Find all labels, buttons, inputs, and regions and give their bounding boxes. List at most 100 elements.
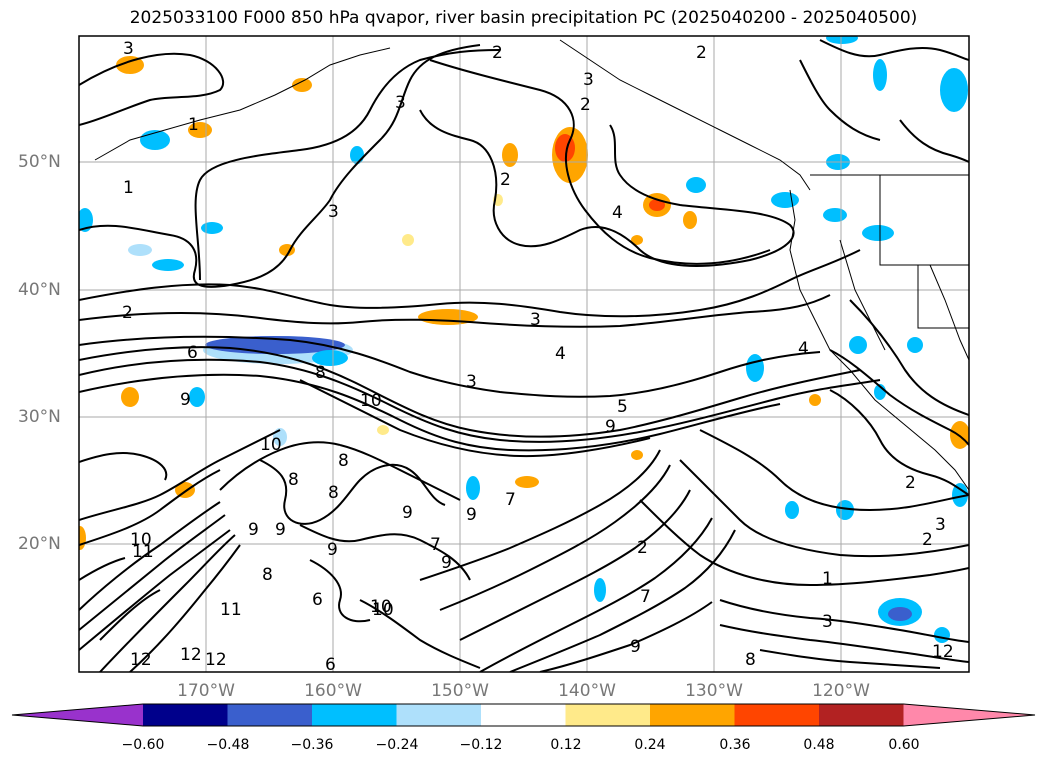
colorbar-segment [734,704,820,726]
colorbar-tick-label: 0.12 [550,737,582,753]
lat-label: 30°N [18,407,61,427]
precip-patch [631,235,643,245]
precip-patch [771,192,799,208]
contour-label: 5 [617,397,628,417]
precip-patch [823,208,847,222]
contour-label: 10 [360,391,382,411]
colorbar-segment [227,704,313,726]
contour-label: 8 [288,470,299,490]
precip-patch [873,59,887,91]
colorbar-tick-label: 0.36 [719,737,751,753]
contour-label: 12 [130,650,152,670]
precip-patch [940,68,968,112]
contour-label: 12 [205,650,227,670]
precip-patch [128,244,152,256]
map-title: 2025033100 F000 850 hPa qvapor, river ba… [129,8,918,28]
contour-label: 8 [262,565,273,585]
colorbar-tick-label: −0.48 [206,737,250,753]
contour-label: 10 [260,435,282,455]
precip-patch [121,387,139,407]
precip-patch [466,476,480,500]
precip-patch [862,225,894,241]
contour-label: 3 [123,39,134,59]
contour-label: 7 [505,490,516,510]
precip-patch [649,199,665,211]
colorbar-segment [565,704,651,726]
contour-label: 2 [580,95,591,115]
contour-label: 9 [630,637,641,657]
contour-label: 9 [248,520,259,540]
precip-patch [175,482,195,498]
contour-label: 9 [275,520,286,540]
lat-label: 50°N [18,152,61,172]
precip-patch [377,425,389,435]
contour-label: 7 [430,535,441,555]
contour-label: 1 [123,178,134,198]
contour-label: 9 [605,417,616,437]
contour-label: 11 [132,542,154,562]
precip-patch [631,450,643,460]
contour-label: 12 [932,642,954,662]
contour-label: 2 [696,43,707,63]
contour-label: 2 [905,473,916,493]
precip-patch [515,476,539,488]
contour-label: 9 [327,540,338,560]
contour-label: 9 [180,390,191,410]
precip-patch [686,177,706,193]
precip-patch [292,78,312,92]
contour-label: 9 [441,553,452,573]
contour-label: 8 [315,363,326,383]
contour-lines [79,39,969,672]
contour-label: 1 [822,569,833,589]
contour-label: 10 [372,600,394,620]
contour-label: 3 [328,202,339,222]
contour-label: 6 [187,343,198,363]
contour-label: 3 [530,310,541,330]
colorbar-tick-label: −0.12 [459,737,503,753]
colorbar [11,703,1036,727]
colorbar-tick-label: −0.24 [375,737,419,753]
precip-patch [594,578,606,602]
colorbar-tick-label: −0.36 [290,737,334,753]
colorbar-segment [396,704,482,726]
precip-patch [402,234,414,246]
contour-label: 2 [500,170,511,190]
contour-label: 1 [188,115,199,135]
contour-label: 2 [492,43,503,63]
contour-label: 3 [395,93,406,113]
precip-patch [189,387,205,407]
precip-patch [849,336,867,354]
contour-label: 4 [612,203,623,223]
contour-label: 2 [637,538,648,558]
lon-label: 150°W [431,681,489,701]
contour-label: 3 [935,515,946,535]
contour-label: 8 [338,451,349,471]
colorbar-segment [143,704,228,726]
lon-label: 140°W [558,681,616,701]
contour-label: 2 [122,303,133,323]
colorbar-extend-max [903,704,1035,726]
contour-label: 10 [130,530,152,550]
contour-label: 3 [583,70,594,90]
contour-label: 9 [402,503,413,523]
contour-label: 11 [220,600,242,620]
contour-label: 4 [555,344,566,364]
precip-patch [116,56,144,74]
contour-label: 6 [325,655,336,675]
contour-label: 3 [466,372,477,392]
contour-label: 3 [822,612,833,632]
precip-patch [683,211,697,229]
precip-patch [152,259,184,271]
precip-patch [934,627,950,643]
lon-label: 160°W [304,681,362,701]
precip-patch [312,350,348,366]
precip-patch [907,337,923,353]
precip-patch [201,222,223,234]
contour-label: 2 [922,530,933,550]
lon-label: 170°W [177,681,235,701]
contour-label: 4 [798,339,809,359]
lon-label: 130°W [685,681,743,701]
precip-patch [785,501,799,519]
contour-label: 12 [180,645,202,665]
precip-patch [79,208,93,232]
